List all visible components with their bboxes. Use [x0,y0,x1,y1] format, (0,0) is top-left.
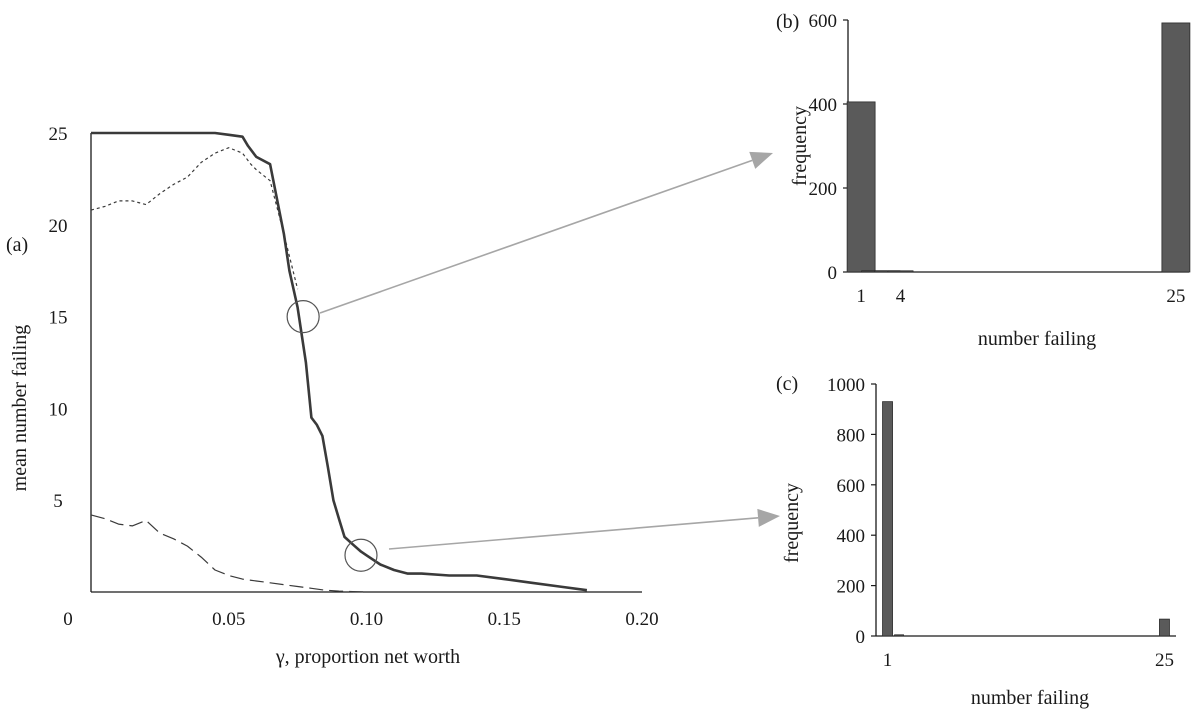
zoom-marker-circle-2 [344,538,378,572]
pb-x-tick-label: 4 [896,286,906,307]
panel-a-ylabel: mean number failing [9,325,31,492]
pc-bar-25 [1159,618,1170,637]
pb-x-tick-label: 1 [856,286,866,307]
pc-bar-2 [894,634,904,637]
panel-b-ticks: 0 200 400 600 1 4 25 [809,11,1186,307]
pc-x-tick-label: 1 [883,650,893,671]
panel-a-series-dotted [90,147,299,290]
pb-y-tick-label: 200 [809,179,838,200]
panel-a: (a) 0 0.05 0.10 0.15 0.20 5 10 15 20 25 γ, propor… [6,124,659,668]
pb-bar-4 [887,270,914,273]
pc-y-tick-label: 0 [856,627,866,648]
panel-c-bars [882,401,1170,637]
panel-b-label: (b) [776,11,799,33]
panel-b-ylabel: frequency [789,106,811,186]
panel-b-xlabel: number failing [978,328,1096,350]
panel-a-xlabel: γ, proportion net worth [275,646,460,668]
panel-a-y-tick-label: 5 [53,491,63,512]
panel-a-x-tick-label: 0.05 [212,609,245,630]
panel-a-x-tick-label: 0.10 [350,609,383,630]
pb-y-tick-label: 600 [809,11,838,32]
panel-c-axes [875,384,1176,637]
panel-a-x-tick-label: 0 [63,609,73,630]
pb-x-tick-label: 25 [1166,286,1185,307]
pb-y-tick-label: 400 [809,95,838,116]
panel-b: (b) 0 200 400 600 1 4 25 number failing freque… [776,11,1191,350]
panel-c-ylabel: frequency [781,483,803,563]
pc-y-tick-label: 400 [837,526,866,547]
arrow-to-panel-b [319,151,773,314]
panel-a-y-tick-label: 15 [49,308,68,329]
panel-a-x-tick-label: 0.20 [625,609,658,630]
panel-a-ticks: 0 0.05 0.10 0.15 0.20 5 10 15 20 25 [49,124,659,630]
panel-a-markers [286,300,378,572]
panel-a-series-solid [91,131,588,592]
zoom-marker-circle-1 [286,300,320,334]
panel-a-label: (a) [6,234,28,256]
pc-y-tick-label: 800 [837,425,866,446]
pb-y-tick-label: 0 [828,263,838,284]
arrow-to-panel-c [388,508,780,550]
connector-arrows [319,151,780,550]
panel-a-series-dashed [90,514,367,593]
panel-c-ticks: 0 200 400 600 800 1000 1 25 [827,375,1174,671]
panel-a-y-tick-label: 20 [49,216,68,237]
pb-bar-25 [1161,22,1191,273]
panel-a-y-tick-label: 10 [49,399,68,420]
panel-a-series [90,131,588,593]
panel-b-bars [846,22,1191,273]
panel-a-axes [90,133,642,593]
pc-y-tick-label: 1000 [827,375,865,396]
pc-y-tick-label: 600 [837,476,866,497]
pc-bar-1 [882,401,893,637]
panel-a-x-tick-label: 0.15 [488,609,521,630]
panel-c-xlabel: number failing [971,687,1089,709]
panel-a-y-tick-label: 25 [49,124,68,145]
panel-c-label: (c) [776,373,798,395]
pc-y-tick-label: 200 [837,577,866,598]
pb-bar-1 [846,101,876,273]
panel-b-axes [847,20,1189,273]
pc-x-tick-label: 25 [1155,650,1174,671]
